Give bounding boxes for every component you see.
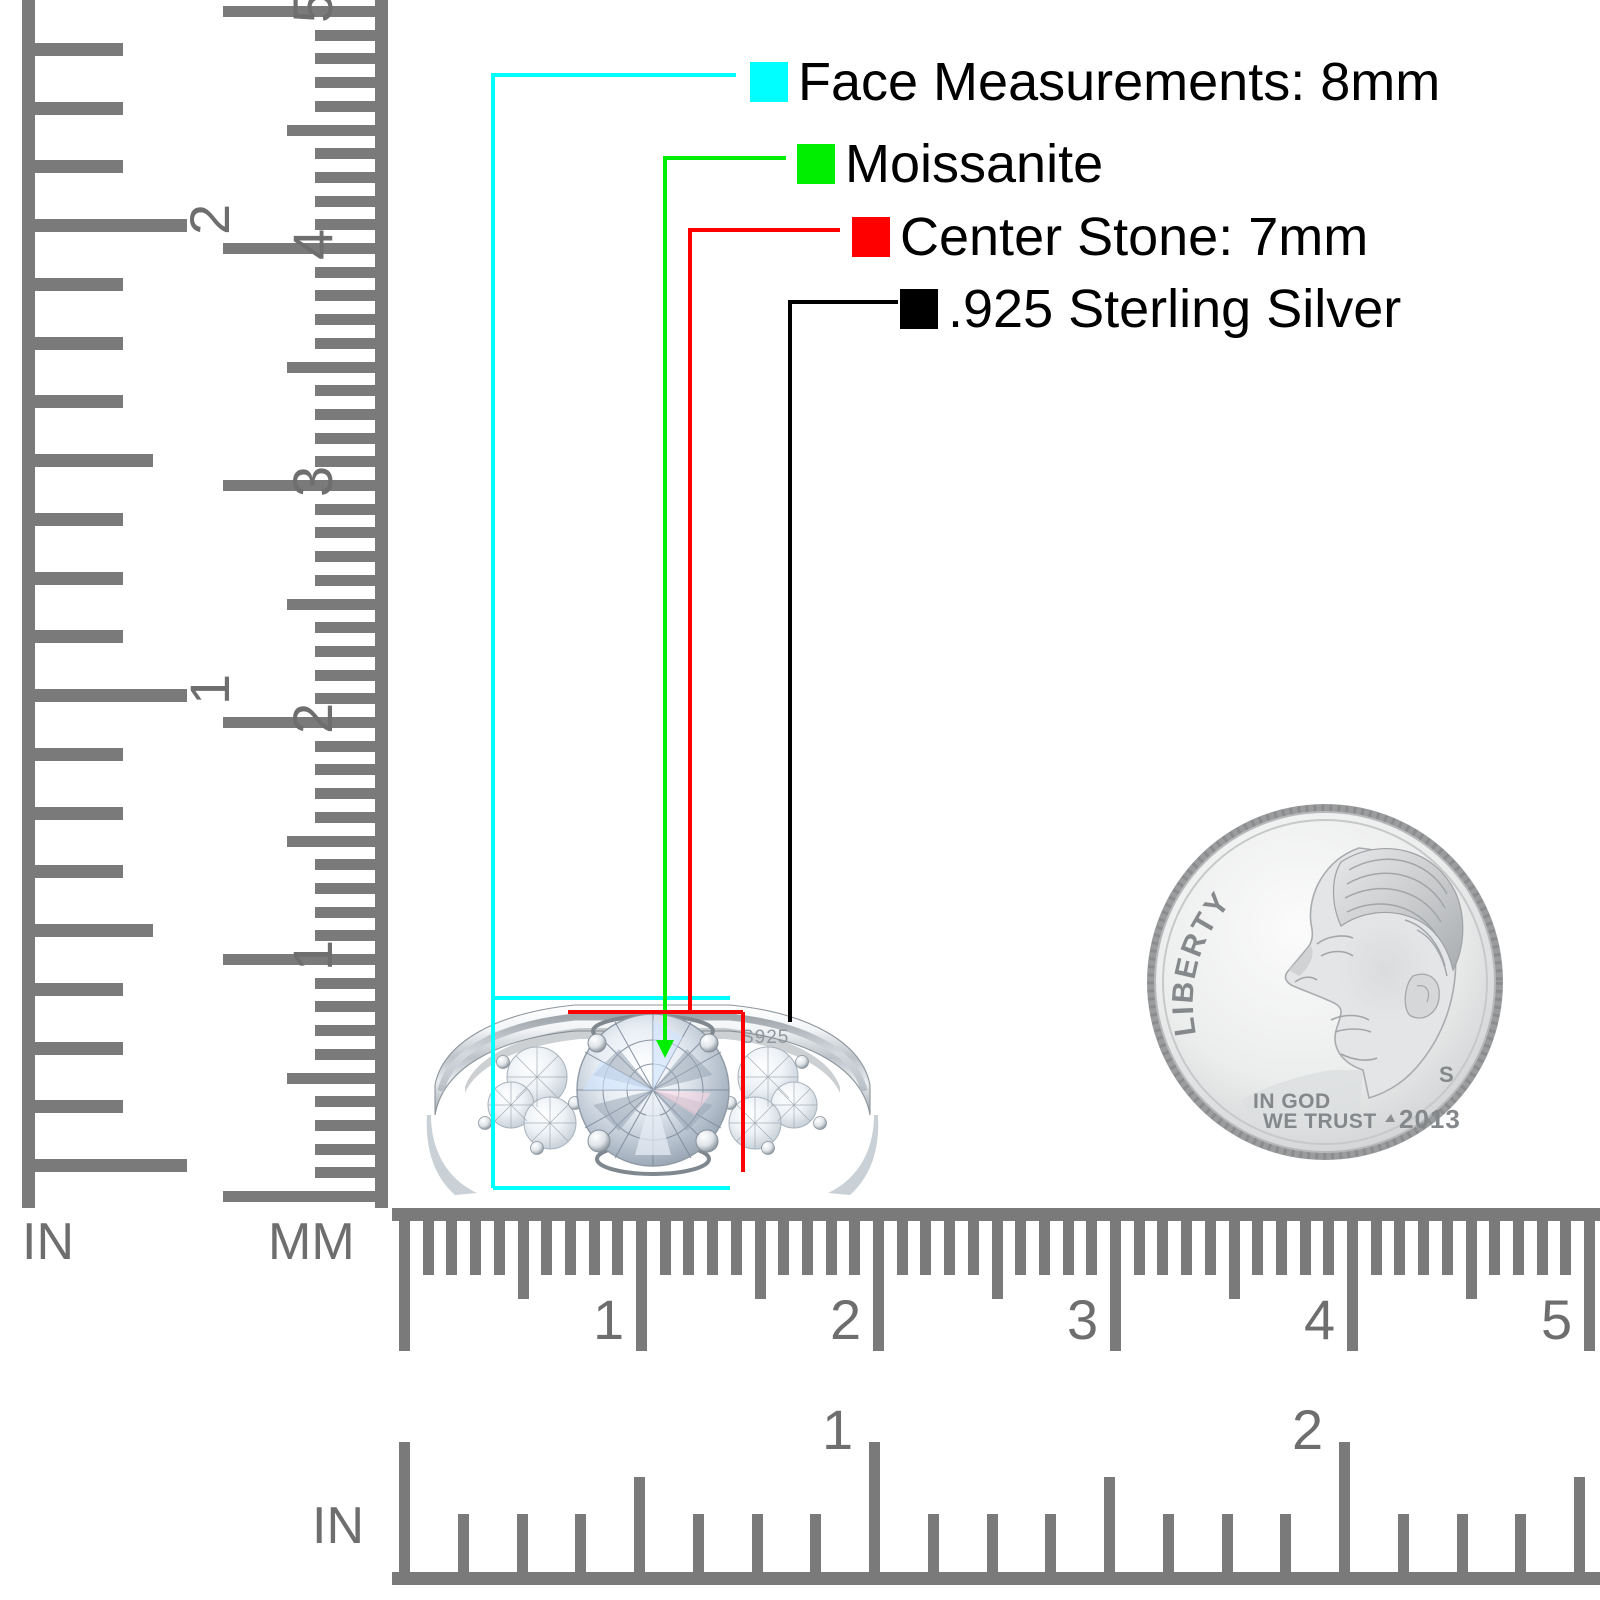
vertical-mm-unit-label: MM [268, 1213, 355, 1271]
legend-label-center-stone: Center Stone: 7mm [900, 207, 1369, 267]
coin-motto-line2: WE TRUST [1263, 1110, 1377, 1133]
legend-item-moissanite[interactable]: Moissanite [797, 137, 1103, 191]
ring-graphic: S925 [426, 1004, 879, 1195]
legend-label-sterling-silver: .925 Sterling Silver [948, 279, 1402, 339]
horizontal-mm-label-3: 3 [1067, 1288, 1099, 1351]
side-stones-right [723, 1046, 827, 1155]
leader-center-stone [568, 228, 840, 1172]
horizontal-mm-label-2: 2 [830, 1288, 862, 1351]
hallmark-text: S925 [741, 1027, 789, 1048]
horizontal-mm-ruler: 1 2 3 4 5 [392, 1200, 1600, 1400]
legend-swatch-sterling-silver [900, 289, 938, 329]
center-stone [576, 1013, 730, 1167]
legend-item-face-measurements[interactable]: Face Measurements: 8mm [750, 55, 1440, 109]
horizontal-mm-label-4: 4 [1304, 1288, 1336, 1351]
coin-year-text: 2013 [1399, 1104, 1461, 1134]
reference-coin-dime: LIBERTY IN GOD WE TRUST 2013 S [1145, 770, 1505, 1190]
legend-item-sterling-silver[interactable]: .925 Sterling Silver [900, 282, 1401, 336]
leader-moissanite-arrowhead [656, 1040, 674, 1058]
legend-swatch-center-stone [852, 217, 890, 257]
legend-label-moissanite: Moissanite [845, 134, 1104, 194]
coin-motto-line1: IN GOD [1253, 1090, 1331, 1113]
dime-graphic: LIBERTY IN GOD WE TRUST 2013 S [1147, 804, 1503, 1160]
product-ring-image: S925 [425, 965, 880, 1195]
legend-swatch-face-measurements [750, 62, 788, 102]
horizontal-inch-label-2: 2 [1292, 1398, 1324, 1461]
horizontal-inch-unit-label: IN [312, 1497, 364, 1555]
leader-face-measurements [491, 73, 736, 1190]
legend-label-face-measurements: Face Measurements: 8mm [798, 52, 1441, 112]
coin-mintmark-text: S [1439, 1062, 1454, 1087]
horizontal-inch-label-1: 1 [822, 1398, 854, 1461]
horizontal-mm-label-1: 1 [593, 1288, 625, 1351]
legend-item-center-stone[interactable]: Center Stone: 7mm [852, 210, 1368, 264]
legend-swatch-moissanite [797, 144, 835, 184]
leader-sterling-silver [788, 300, 898, 1022]
vertical-inch-unit-label: IN [22, 1213, 74, 1271]
leader-moissanite [663, 156, 786, 1047]
horizontal-mm-label-5: 5 [1541, 1288, 1573, 1351]
side-stones-left [478, 1046, 582, 1155]
